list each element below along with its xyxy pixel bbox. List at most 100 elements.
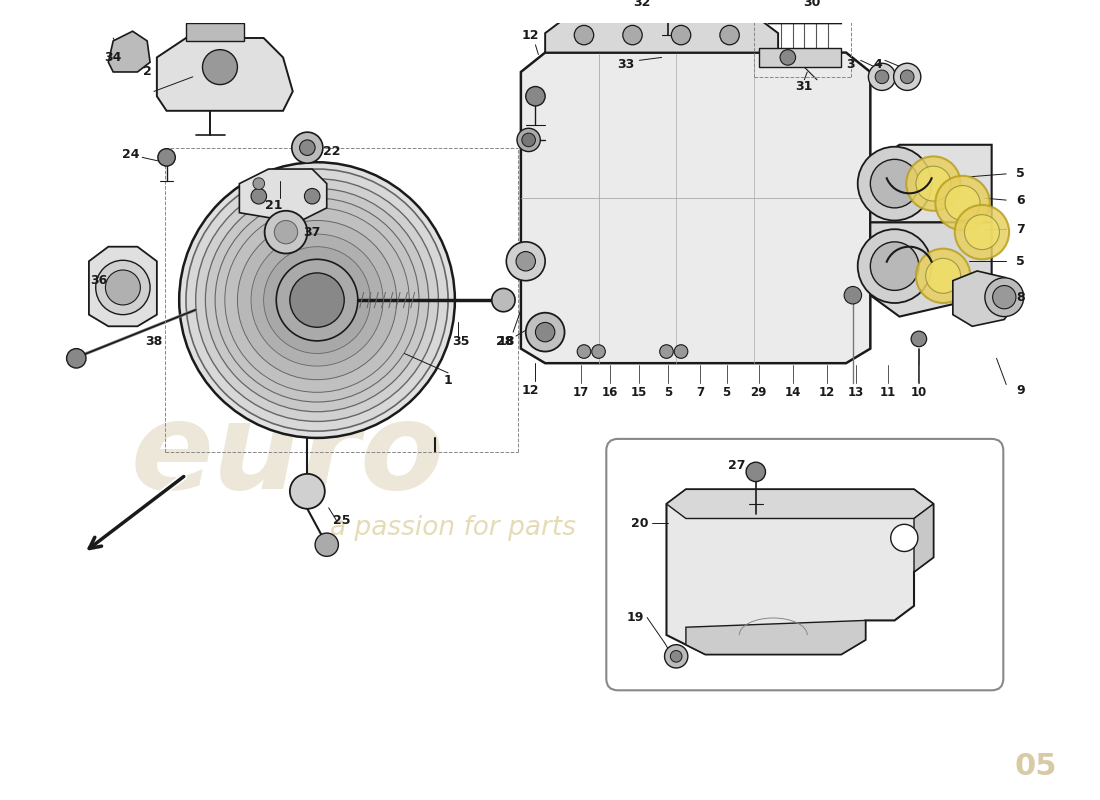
Circle shape (955, 205, 1009, 259)
Text: 9: 9 (1016, 384, 1024, 397)
Circle shape (916, 249, 970, 303)
Circle shape (992, 286, 1016, 309)
Circle shape (276, 259, 358, 341)
Circle shape (780, 50, 795, 65)
Circle shape (492, 289, 515, 312)
Circle shape (536, 322, 554, 342)
Circle shape (305, 189, 320, 204)
Circle shape (517, 128, 540, 151)
Circle shape (901, 70, 914, 84)
Circle shape (238, 221, 397, 380)
Circle shape (906, 157, 960, 210)
Text: 1: 1 (443, 374, 452, 387)
Circle shape (574, 26, 594, 45)
Text: 05: 05 (1014, 751, 1057, 781)
Circle shape (251, 189, 266, 204)
Text: 27: 27 (727, 458, 745, 472)
Polygon shape (546, 18, 778, 53)
Bar (186, 23, 244, 41)
Circle shape (67, 349, 86, 368)
Circle shape (526, 86, 546, 106)
Text: 30: 30 (803, 0, 821, 9)
Circle shape (299, 140, 315, 155)
Polygon shape (89, 246, 157, 326)
Circle shape (253, 178, 265, 190)
Circle shape (893, 63, 921, 90)
Circle shape (674, 345, 688, 358)
Circle shape (186, 169, 448, 431)
Text: 16: 16 (602, 386, 618, 399)
Circle shape (870, 242, 918, 290)
Circle shape (664, 645, 688, 668)
Circle shape (106, 270, 141, 305)
Text: 35: 35 (452, 335, 470, 348)
Circle shape (526, 313, 564, 351)
Polygon shape (953, 271, 1018, 326)
Text: 12: 12 (818, 386, 835, 399)
Text: 12: 12 (521, 384, 539, 397)
Text: 32: 32 (634, 0, 651, 9)
Text: 10: 10 (911, 386, 927, 399)
Circle shape (196, 178, 439, 422)
Circle shape (660, 345, 673, 358)
Polygon shape (157, 38, 293, 111)
Circle shape (315, 533, 339, 556)
Text: 5: 5 (1016, 167, 1025, 180)
Circle shape (984, 278, 1024, 317)
Text: 7: 7 (1016, 222, 1025, 236)
Circle shape (659, 0, 678, 16)
Circle shape (578, 345, 591, 358)
Text: 17: 17 (573, 386, 590, 399)
Circle shape (274, 221, 298, 244)
Circle shape (868, 63, 895, 90)
Circle shape (926, 258, 960, 294)
Circle shape (746, 462, 766, 482)
Circle shape (516, 251, 536, 271)
Circle shape (157, 149, 175, 166)
Polygon shape (769, 0, 842, 23)
Text: 22: 22 (322, 145, 340, 158)
Polygon shape (667, 490, 934, 654)
Text: 37: 37 (304, 226, 321, 238)
Bar (759, 48, 842, 67)
Text: 29: 29 (750, 386, 767, 399)
Text: 36: 36 (90, 274, 107, 287)
Circle shape (265, 210, 307, 254)
Text: 13: 13 (848, 386, 864, 399)
Text: 11: 11 (880, 386, 895, 399)
Text: 4: 4 (873, 58, 882, 70)
Circle shape (251, 234, 383, 366)
Circle shape (876, 70, 889, 84)
Circle shape (290, 474, 324, 509)
Circle shape (945, 186, 980, 221)
Text: 34: 34 (104, 51, 122, 64)
Circle shape (292, 132, 323, 163)
Circle shape (290, 273, 344, 327)
Text: 8: 8 (1016, 290, 1024, 304)
Circle shape (592, 345, 605, 358)
Circle shape (206, 189, 429, 412)
Text: 6: 6 (1016, 194, 1024, 206)
Circle shape (858, 230, 932, 303)
Text: 24: 24 (122, 148, 140, 161)
Text: 28: 28 (496, 335, 513, 348)
Text: 2: 2 (143, 66, 152, 78)
Text: 14: 14 (784, 386, 801, 399)
Text: 15: 15 (631, 386, 648, 399)
Polygon shape (240, 169, 327, 222)
Text: 5: 5 (1016, 254, 1025, 268)
Text: a passion for parts: a passion for parts (330, 515, 576, 542)
Circle shape (202, 50, 238, 85)
Text: 25: 25 (332, 514, 350, 527)
Polygon shape (108, 31, 150, 72)
Text: 21: 21 (265, 199, 282, 213)
Polygon shape (870, 222, 992, 317)
Polygon shape (667, 490, 934, 518)
Polygon shape (914, 504, 934, 572)
Circle shape (521, 133, 536, 146)
Text: 7: 7 (696, 386, 704, 399)
Text: euro: euro (131, 397, 446, 514)
Text: 5: 5 (664, 386, 672, 399)
FancyBboxPatch shape (606, 439, 1003, 690)
Circle shape (911, 331, 926, 346)
